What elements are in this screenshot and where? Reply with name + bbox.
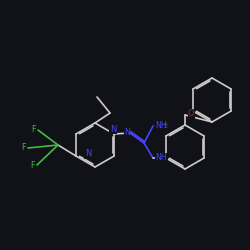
Text: F: F (30, 160, 35, 170)
Text: NH: NH (156, 121, 167, 130)
Text: N: N (85, 150, 91, 158)
Text: NH: NH (156, 154, 167, 162)
Text: 2: 2 (164, 124, 168, 130)
Text: F: F (22, 144, 26, 152)
Text: N: N (124, 128, 130, 137)
Text: F: F (32, 126, 36, 134)
Text: O: O (188, 109, 195, 118)
Text: N: N (110, 124, 116, 134)
